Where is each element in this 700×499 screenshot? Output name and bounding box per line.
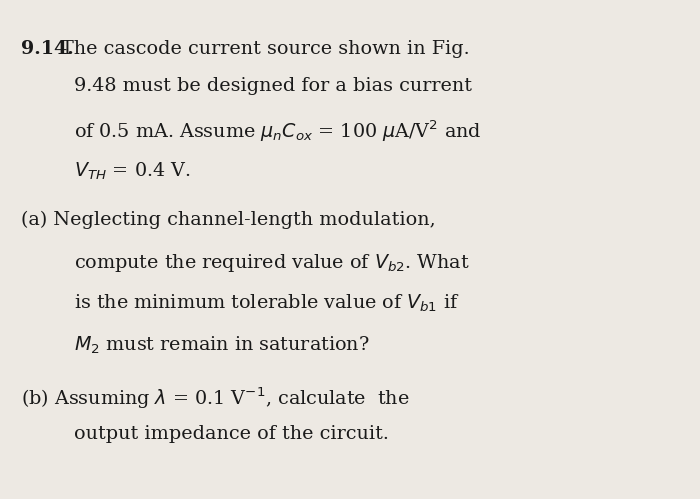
- Text: compute the required value of $V_{b2}$. What: compute the required value of $V_{b2}$. …: [74, 252, 469, 274]
- Text: 9.14.: 9.14.: [21, 40, 74, 58]
- Text: (a) Neglecting channel-length modulation,: (a) Neglecting channel-length modulation…: [21, 211, 435, 229]
- Text: of 0.5 mA. Assume $\mu_n C_{ox}$ = 100 $\mu$A/V$^2$ and: of 0.5 mA. Assume $\mu_n C_{ox}$ = 100 $…: [74, 119, 481, 144]
- Text: output impedance of the circuit.: output impedance of the circuit.: [74, 425, 389, 443]
- Text: (b) Assuming $\lambda$ = 0.1 V$^{-1}$, calculate  the: (b) Assuming $\lambda$ = 0.1 V$^{-1}$, c…: [21, 385, 409, 411]
- Text: is the minimum tolerable value of $V_{b1}$ if: is the minimum tolerable value of $V_{b1…: [74, 293, 459, 314]
- Text: $M_2$ must remain in saturation?: $M_2$ must remain in saturation?: [74, 334, 369, 356]
- Text: 9.48 must be designed for a bias current: 9.48 must be designed for a bias current: [74, 77, 472, 95]
- Text: The cascode current source shown in Fig.: The cascode current source shown in Fig.: [55, 40, 470, 58]
- Text: $V_{TH}$ = 0.4 V.: $V_{TH}$ = 0.4 V.: [74, 161, 190, 182]
